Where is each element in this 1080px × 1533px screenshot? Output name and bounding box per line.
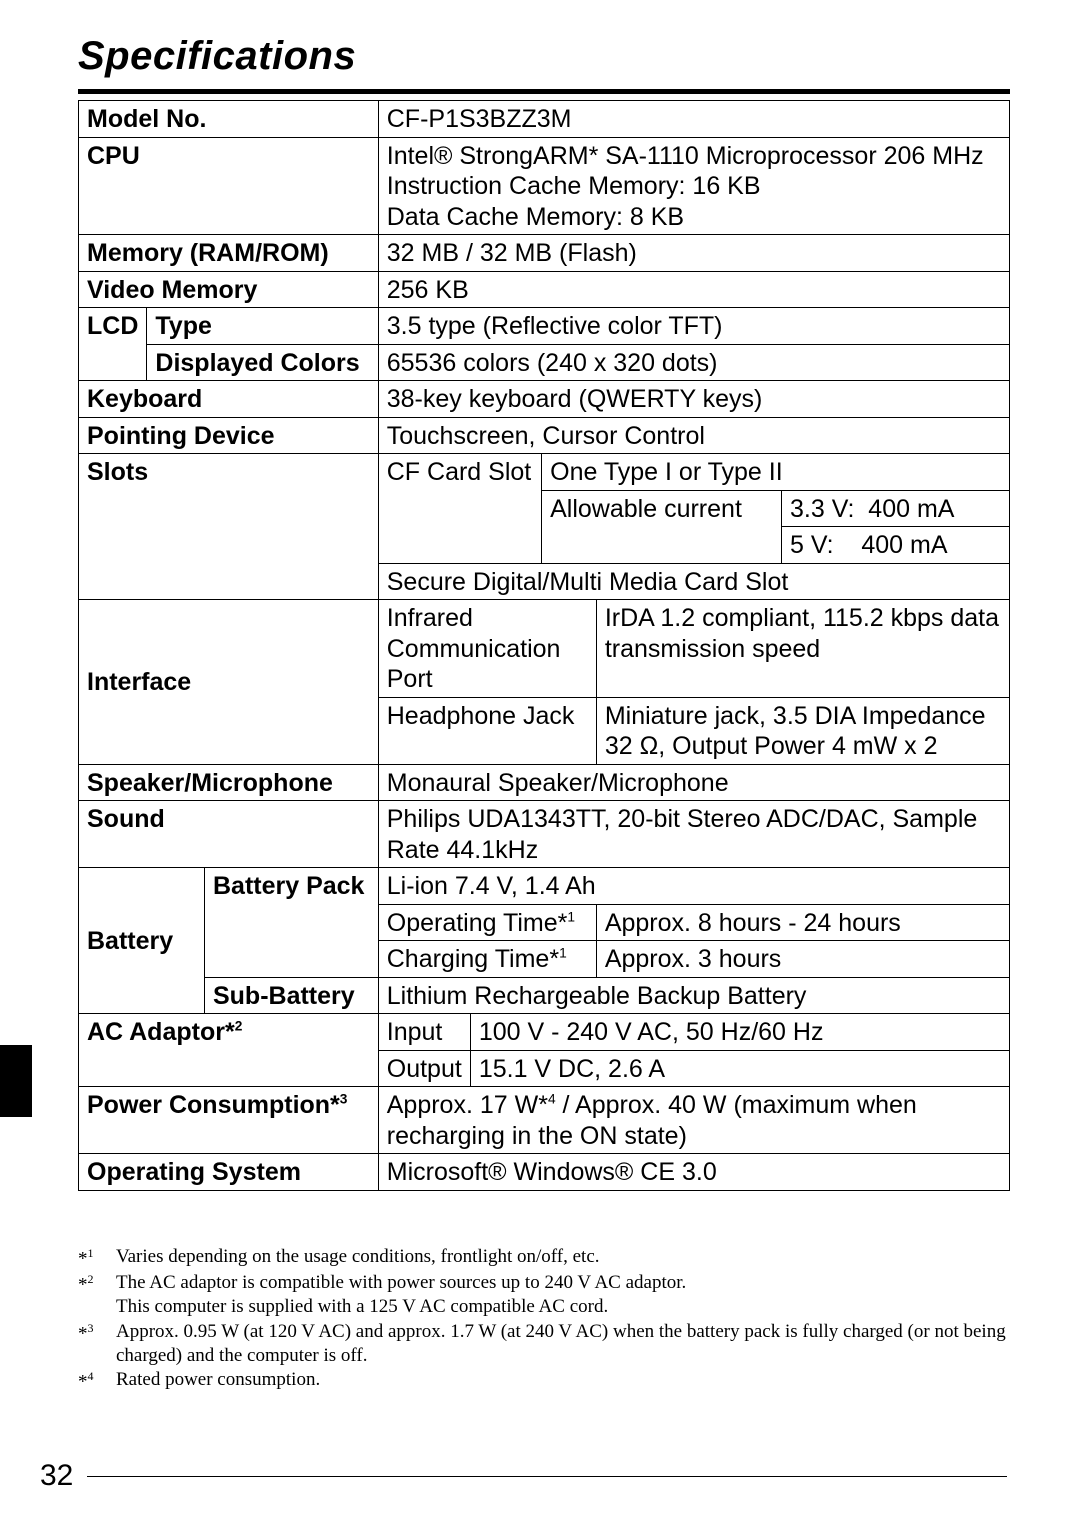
val-videomem: 256 KB	[378, 271, 1009, 308]
fn-text-2: The AC adaptor is compatible with power …	[116, 1271, 1010, 1320]
fn-text-3: Approx. 0.95 W (at 120 V AC) and approx.…	[116, 1320, 1010, 1369]
row-videomem: Video Memory 256 KB	[79, 271, 1010, 308]
val-model: CF-P1S3BZZ3M	[378, 101, 1009, 138]
fn-mark-2: *2	[78, 1271, 116, 1320]
label-lcd-type: Type	[147, 308, 378, 345]
label-optime: Operating Time*1	[378, 904, 596, 941]
row-cpu: CPU Intel® StrongARM* SA-1110 Microproce…	[79, 137, 1010, 235]
val-speaker: Monaural Speaker/Microphone	[378, 764, 1009, 801]
val-chtime: Approx. 3 hours	[596, 941, 1009, 978]
row-ac-input: AC Adaptor*2 Input 100 V - 240 V AC, 50 …	[79, 1014, 1010, 1051]
label-model: Model No.	[79, 101, 379, 138]
label-lcd: LCD	[79, 308, 147, 381]
label-cfslot: CF Card Slot	[378, 454, 541, 564]
val-cfslot: One Type I or Type II	[542, 454, 1010, 491]
row-speaker: Speaker/Microphone Monaural Speaker/Micr…	[79, 764, 1010, 801]
row-pointing: Pointing Device Touchscreen, Cursor Cont…	[79, 417, 1010, 454]
label-ir: Infrared Communication Port	[378, 600, 596, 698]
cpu-line1: Intel® StrongARM* SA-1110 Microprocessor…	[387, 142, 984, 170]
label-memory: Memory (RAM/ROM)	[79, 235, 379, 272]
val-ac-input: 100 V - 240 V AC, 50 Hz/60 Hz	[470, 1014, 1009, 1051]
footnote-1: *1 Varies depending on the usage conditi…	[78, 1245, 1010, 1272]
fn-mark-4: *4	[78, 1368, 116, 1395]
cpu-line3: Data Cache Memory: 8 KB	[387, 203, 684, 231]
label-ac: AC Adaptor*2	[79, 1014, 379, 1087]
val-keyboard: 38-key keyboard (QWERTY keys)	[378, 381, 1009, 418]
label-pointing: Pointing Device	[79, 417, 379, 454]
val-allow-33v: 3.3 V: 400 mA	[782, 490, 1010, 527]
val-power: Approx. 17 W*4 / Approx. 40 W (maximum w…	[378, 1087, 1009, 1154]
cpu-line2: Instruction Cache Memory: 16 KB	[387, 172, 761, 200]
label-slots: Slots	[79, 454, 379, 600]
footnotes: *1 Varies depending on the usage conditi…	[78, 1245, 1010, 1396]
row-model: Model No. CF-P1S3BZZ3M	[79, 101, 1010, 138]
val-ac-output: 15.1 V DC, 2.6 A	[470, 1050, 1009, 1087]
val-lcd-type: 3.5 type (Reflective color TFT)	[378, 308, 1009, 345]
val-subbat: Lithium Rechargeable Backup Battery	[378, 977, 1009, 1014]
fn-mark-3: *3	[78, 1320, 116, 1369]
label-ac-input: Input	[378, 1014, 470, 1051]
row-interface-ir: Interface Infrared Communication Port Ir…	[79, 600, 1010, 698]
side-tab	[0, 1045, 32, 1117]
fn-text-1: Varies depending on the usage conditions…	[116, 1245, 1010, 1272]
label-videomem: Video Memory	[79, 271, 379, 308]
label-battery: Battery	[79, 868, 205, 1014]
label-ac-output: Output	[378, 1050, 470, 1087]
row-os: Operating System Microsoft® Windows® CE …	[79, 1154, 1010, 1191]
label-batpack: Battery Pack	[204, 868, 378, 978]
footnote-2: *2 The AC adaptor is compatible with pow…	[78, 1271, 1010, 1320]
label-power: Power Consumption*3	[79, 1087, 379, 1154]
row-sound: Sound Philips UDA1343TT, 20-bit Stereo A…	[79, 801, 1010, 868]
row-keyboard: Keyboard 38-key keyboard (QWERTY keys)	[79, 381, 1010, 418]
row-battery-pack: Battery Battery Pack Li-ion 7.4 V, 1.4 A…	[79, 868, 1010, 905]
spec-table: Model No. CF-P1S3BZZ3M CPU Intel® Strong…	[78, 100, 1010, 1191]
val-sdslot: Secure Digital/Multi Media Card Slot	[378, 563, 1009, 600]
val-lcd-colors: 65536 colors (240 x 320 dots)	[378, 344, 1009, 381]
label-speaker: Speaker/Microphone	[79, 764, 379, 801]
label-interface: Interface	[79, 600, 379, 765]
fn-mark-1: *1	[78, 1245, 116, 1272]
page-rule	[87, 1476, 1007, 1477]
label-hp: Headphone Jack	[378, 697, 596, 764]
val-memory: 32 MB / 32 MB (Flash)	[378, 235, 1009, 272]
row-lcd-type: LCD Type 3.5 type (Reflective color TFT)	[79, 308, 1010, 345]
val-batpack: Li-ion 7.4 V, 1.4 Ah	[378, 868, 1009, 905]
val-optime: Approx. 8 hours - 24 hours	[596, 904, 1009, 941]
label-os: Operating System	[79, 1154, 379, 1191]
val-os: Microsoft® Windows® CE 3.0	[378, 1154, 1009, 1191]
val-sound: Philips UDA1343TT, 20-bit Stereo ADC/DAC…	[378, 801, 1009, 868]
row-battery-sub: Sub-Battery Lithium Rechargeable Backup …	[79, 977, 1010, 1014]
footnote-4: *4 Rated power consumption.	[78, 1368, 1010, 1395]
page-number: 32	[40, 1459, 1007, 1493]
label-lcd-colors: Displayed Colors	[147, 344, 378, 381]
page: Specifications Model No. CF-P1S3BZZ3M CP…	[0, 0, 1080, 1533]
page-title: Specifications	[78, 34, 1010, 79]
label-chtime: Charging Time*1	[378, 941, 596, 978]
row-memory: Memory (RAM/ROM) 32 MB / 32 MB (Flash)	[79, 235, 1010, 272]
val-hp: Miniature jack, 3.5 DIA Impedance 32 Ω, …	[596, 697, 1009, 764]
label-keyboard: Keyboard	[79, 381, 379, 418]
title-rule	[78, 89, 1010, 94]
footnote-3: *3 Approx. 0.95 W (at 120 V AC) and appr…	[78, 1320, 1010, 1369]
label-sound: Sound	[79, 801, 379, 868]
row-lcd-colors: Displayed Colors 65536 colors (240 x 320…	[79, 344, 1010, 381]
val-pointing: Touchscreen, Cursor Control	[378, 417, 1009, 454]
row-slots-cf: Slots CF Card Slot One Type I or Type II	[79, 454, 1010, 491]
label-cpu: CPU	[79, 137, 379, 235]
label-allowcurrent: Allowable current	[542, 490, 782, 563]
label-subbat: Sub-Battery	[204, 977, 378, 1014]
val-ir: IrDA 1.2 compliant, 115.2 kbps data tran…	[596, 600, 1009, 698]
val-allow-5v: 5 V: 400 mA	[782, 527, 1010, 564]
val-cpu: Intel® StrongARM* SA-1110 Microprocessor…	[378, 137, 1009, 235]
row-power: Power Consumption*3 Approx. 17 W*4 / App…	[79, 1087, 1010, 1154]
fn-text-4: Rated power consumption.	[116, 1368, 1010, 1395]
